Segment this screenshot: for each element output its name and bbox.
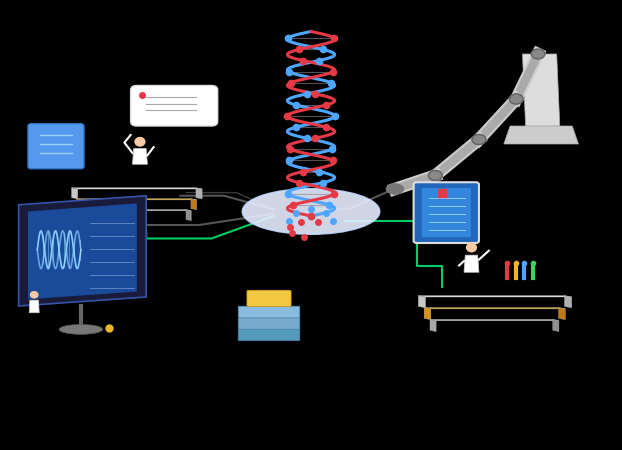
Ellipse shape (429, 171, 442, 180)
Polygon shape (81, 210, 86, 220)
Polygon shape (132, 148, 147, 164)
FancyBboxPatch shape (131, 86, 218, 126)
FancyBboxPatch shape (238, 329, 300, 341)
Polygon shape (196, 188, 202, 199)
Polygon shape (72, 188, 202, 189)
Ellipse shape (388, 184, 402, 194)
Polygon shape (553, 320, 559, 332)
Ellipse shape (59, 324, 103, 334)
Polygon shape (191, 198, 197, 210)
FancyBboxPatch shape (422, 188, 471, 237)
Polygon shape (464, 255, 479, 272)
FancyBboxPatch shape (247, 290, 291, 306)
FancyBboxPatch shape (28, 124, 84, 169)
Polygon shape (29, 300, 39, 313)
Polygon shape (28, 203, 137, 299)
Ellipse shape (509, 94, 523, 104)
FancyBboxPatch shape (414, 182, 479, 243)
Polygon shape (522, 54, 560, 126)
Ellipse shape (386, 184, 404, 194)
Ellipse shape (30, 291, 39, 299)
Polygon shape (77, 198, 197, 200)
Polygon shape (81, 210, 191, 211)
Polygon shape (19, 196, 146, 306)
Ellipse shape (531, 49, 545, 59)
Ellipse shape (243, 189, 379, 234)
Polygon shape (504, 126, 578, 144)
Ellipse shape (472, 135, 486, 144)
Ellipse shape (472, 135, 486, 144)
Ellipse shape (429, 171, 442, 180)
FancyBboxPatch shape (238, 318, 300, 329)
Polygon shape (186, 210, 191, 220)
Polygon shape (430, 320, 436, 332)
Polygon shape (418, 296, 425, 308)
Polygon shape (418, 296, 572, 297)
Polygon shape (424, 307, 565, 309)
Ellipse shape (509, 94, 523, 104)
Polygon shape (424, 307, 431, 320)
Polygon shape (72, 188, 78, 199)
Polygon shape (564, 296, 572, 308)
FancyBboxPatch shape (238, 306, 300, 318)
Polygon shape (559, 307, 565, 320)
Ellipse shape (466, 243, 477, 252)
Polygon shape (430, 320, 559, 321)
Ellipse shape (134, 137, 146, 147)
Polygon shape (77, 198, 82, 210)
